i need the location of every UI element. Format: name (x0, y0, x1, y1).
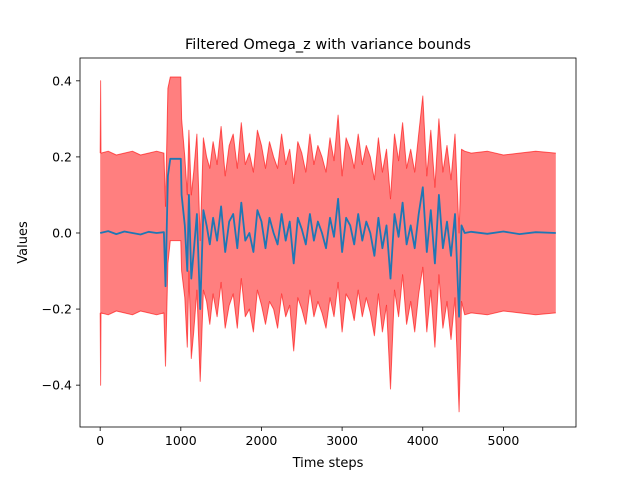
upper-bound-line (99, 76, 556, 242)
x-tick-label: 2000 (246, 433, 278, 448)
plot-area (99, 76, 556, 413)
x-tick-label: 3000 (326, 433, 358, 448)
omega-z-line (99, 157, 556, 318)
y-tick-label: −0.4 (42, 378, 72, 393)
y-tick-label: −0.2 (42, 302, 72, 317)
x-axis: 0 1000 2000 3000 4000 5000 (96, 427, 519, 448)
chart-title: Filtered Omega_z with variance bounds (185, 37, 471, 53)
lower-bound-line (99, 240, 556, 413)
y-tick-label: 0.2 (52, 149, 72, 164)
y-axis-label: Values (16, 221, 31, 264)
x-tick-label: 1000 (165, 433, 197, 448)
y-tick-label: 0.0 (52, 225, 72, 240)
x-tick-label: 4000 (407, 433, 439, 448)
x-tick-label: 0 (96, 433, 104, 448)
x-axis-label: Time steps (292, 456, 364, 471)
y-axis: −0.4 −0.2 0.0 0.2 0.4 (42, 73, 80, 393)
y-tick-label: 0.4 (52, 73, 72, 88)
axes-frame (79, 57, 577, 428)
x-tick-label: 5000 (488, 433, 520, 448)
